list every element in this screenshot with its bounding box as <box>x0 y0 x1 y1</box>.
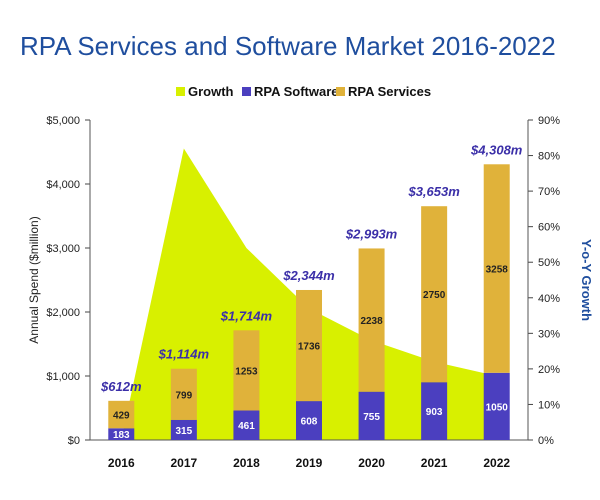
label-rpa-software-2017: 315 <box>176 426 193 437</box>
y-axis-tick-label: $4,000 <box>46 179 80 191</box>
y2-axis-tick-label: 20% <box>538 364 560 376</box>
y-axis-tick-label: $2,000 <box>46 307 80 319</box>
bar-rpa-software-2017 <box>170 419 197 440</box>
growth-area <box>121 148 497 440</box>
label-rpa-services-2020: 2238 <box>360 316 383 327</box>
total-label-2016: $612m <box>100 379 142 394</box>
label-rpa-services-2018: 1253 <box>235 366 258 377</box>
y2-axis-tick-label: 40% <box>538 293 560 305</box>
label-rpa-software-2020: 755 <box>363 412 380 423</box>
label-rpa-software-2019: 608 <box>301 417 318 428</box>
y2-axis-tick-label: 50% <box>538 257 560 269</box>
bar-rpa-services-2016 <box>108 400 135 429</box>
label-rpa-services-2019: 1736 <box>298 342 321 353</box>
bar-rpa-services-2017 <box>170 368 197 420</box>
x-tick-label-2020: 2020 <box>358 456 385 470</box>
x-tick-label-2017: 2017 <box>171 456 198 470</box>
label-rpa-software-2022: 1050 <box>486 402 509 413</box>
bar-rpa-services-2018 <box>233 330 260 411</box>
y2-axis-tick-label: 10% <box>538 399 560 411</box>
legend-item-rpa-software-swatch <box>242 87 251 96</box>
legend-item-rpa-software-label: RPA Software <box>254 84 339 99</box>
total-label-2020: $2,993m <box>345 226 398 241</box>
legend-item-rpa-services-swatch <box>336 87 345 96</box>
x-tick-label-2016: 2016 <box>108 456 135 470</box>
y-axis-tick-label: $3,000 <box>46 243 80 255</box>
y-axis-tick-label: $1,000 <box>46 371 80 383</box>
x-tick-label-2022: 2022 <box>483 456 510 470</box>
total-label-2018: $1,714m <box>220 308 273 323</box>
y2-axis-tick-label: 0% <box>538 435 554 447</box>
y-axis-tick-label: $5,000 <box>46 115 80 127</box>
chart-title: RPA Services and Software Market 2016-20… <box>20 31 556 61</box>
y2-axis-tick-label: 90% <box>538 115 560 127</box>
y2-axis-tick-label: 60% <box>538 222 560 234</box>
total-label-2019: $2,344m <box>282 268 335 283</box>
bar-rpa-services-2021 <box>421 206 448 383</box>
y-axis-tick-label: $0 <box>68 435 80 447</box>
label-rpa-software-2016: 183 <box>113 430 130 441</box>
total-label-2021: $3,653m <box>407 184 460 199</box>
label-rpa-services-2022: 3258 <box>486 265 509 276</box>
x-tick-label-2021: 2021 <box>421 456 448 470</box>
x-tick-label-2019: 2019 <box>296 456 323 470</box>
bar-rpa-services-2022 <box>483 164 510 373</box>
bar-rpa-services-2019 <box>296 289 322 402</box>
y2-axis-title: Y-o-Y Growth <box>579 239 594 321</box>
bar-rpa-software-2016 <box>108 428 135 440</box>
bar-rpa-software-2020 <box>358 391 385 440</box>
y2-axis-tick-label: 80% <box>538 151 560 163</box>
bar-rpa-software-2019 <box>296 401 322 440</box>
y-axis-title: Annual Spend ($million) <box>27 216 41 343</box>
x-tick-label-2018: 2018 <box>233 456 260 470</box>
bar-rpa-software-2022 <box>483 372 510 440</box>
y2-axis-tick-label: 30% <box>538 328 560 340</box>
bar-rpa-software-2021 <box>421 382 448 440</box>
legend-item-growth-swatch <box>176 87 185 96</box>
legend-item-growth-label: Growth <box>188 84 234 99</box>
y2-axis-tick-label: 70% <box>538 186 560 198</box>
bar-rpa-services-2020 <box>358 248 385 392</box>
total-label-2022: $4,308m <box>470 142 523 157</box>
label-rpa-services-2017: 799 <box>176 390 193 401</box>
bar-rpa-software-2018 <box>233 410 260 440</box>
legend-item-rpa-services-label: RPA Services <box>348 84 431 99</box>
label-rpa-software-2018: 461 <box>238 421 255 432</box>
label-rpa-services-2016: 429 <box>113 411 130 422</box>
label-rpa-software-2021: 903 <box>426 407 443 418</box>
label-rpa-services-2021: 2750 <box>423 290 446 301</box>
total-label-2017: $1,114m <box>158 347 210 362</box>
